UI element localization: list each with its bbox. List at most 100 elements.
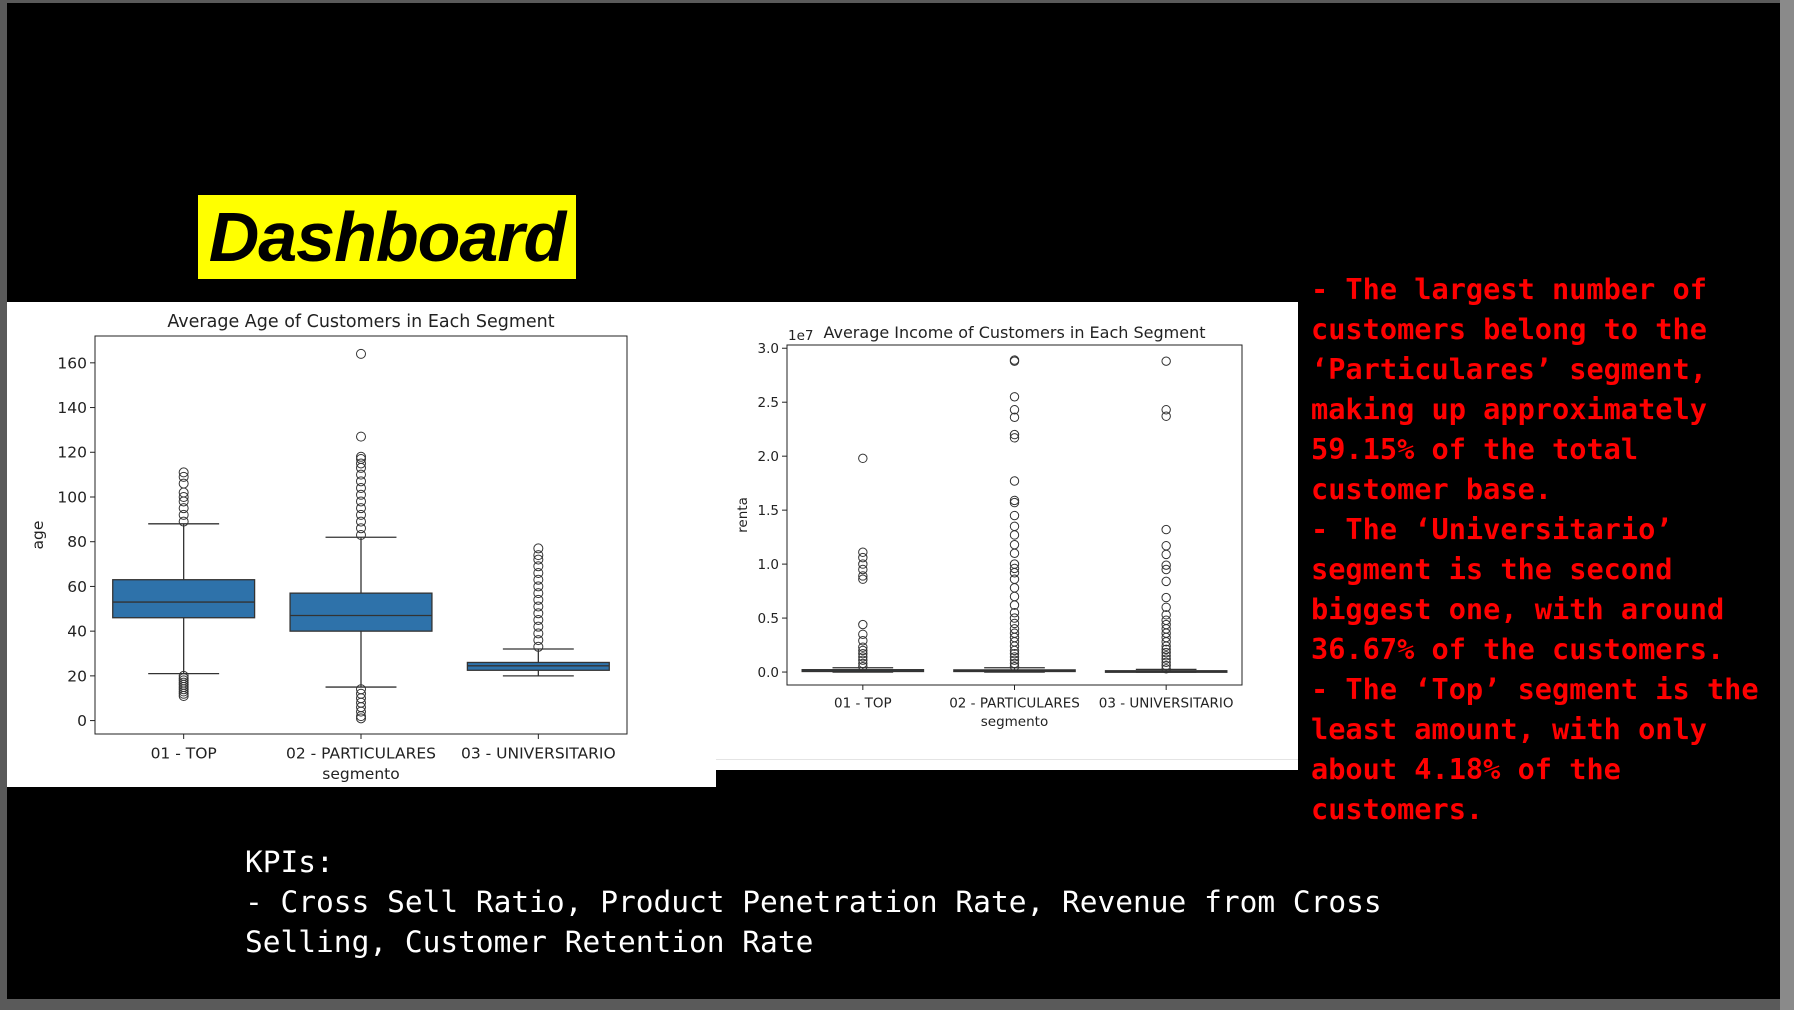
box xyxy=(289,592,433,632)
outlier-point xyxy=(533,614,544,625)
outlier-point xyxy=(1009,661,1020,672)
age-boxplot: Average Age of Customers in Each Segment… xyxy=(29,312,628,783)
outlier-point xyxy=(858,658,868,669)
outlier-point xyxy=(178,478,189,489)
x-tick-label: 01 - TOP xyxy=(834,696,892,712)
outlier-point xyxy=(533,601,544,612)
outlier-point xyxy=(356,684,366,695)
outlier-point xyxy=(1009,521,1020,532)
y-tick-label: 3.0 xyxy=(758,341,779,357)
y-axis-label: renta xyxy=(735,497,751,533)
age-chart-panel: Average Age of Customers in Each Segment… xyxy=(7,302,716,787)
income-boxplot: Average Income of Customers in Each Segm… xyxy=(735,323,1243,730)
outlier-point xyxy=(356,483,366,494)
y-tick-label: 2.5 xyxy=(758,395,779,411)
kpi-line: Selling, Customer Retention Rate xyxy=(245,925,814,959)
outlier-point xyxy=(1009,405,1020,415)
outlier-point xyxy=(1009,655,1020,665)
insight-line: 59.15% of the total xyxy=(1311,432,1639,466)
window-edge xyxy=(1780,0,1794,1010)
outlier-point xyxy=(858,636,868,646)
outlier-point xyxy=(1009,412,1020,423)
dashboard-title-box: Dashboard xyxy=(198,195,576,279)
outlier-point xyxy=(1161,657,1171,668)
y-tick-label: 20 xyxy=(67,667,87,685)
outlier-point xyxy=(1161,610,1171,620)
outlier-point xyxy=(178,503,189,514)
outlier-point xyxy=(178,491,189,502)
y-tick-label: 2.0 xyxy=(758,449,779,465)
outlier-point xyxy=(858,547,868,557)
outlier-point xyxy=(356,476,366,487)
outlier-point xyxy=(1009,548,1020,559)
outlier-point xyxy=(178,509,189,520)
outlier-point xyxy=(356,509,366,520)
outlier-point xyxy=(1161,541,1171,551)
insight-line: making up approximately xyxy=(1311,392,1707,426)
outlier-point xyxy=(356,496,366,507)
outlier-point xyxy=(533,635,544,646)
outlier-point xyxy=(356,489,366,500)
y-tick-label: 100 xyxy=(57,488,87,506)
outlier-point xyxy=(1009,613,1020,623)
outlier-point xyxy=(1161,549,1171,560)
outlier-point xyxy=(356,530,366,540)
outlier-point xyxy=(178,516,189,527)
outlier-point xyxy=(858,655,868,665)
insight-line: ‘Particulares’ segment, xyxy=(1311,352,1707,386)
outlier-point xyxy=(356,451,366,462)
x-axis-label: segmento xyxy=(322,765,399,783)
y-tick-label: 160 xyxy=(57,354,87,372)
outlier-point xyxy=(356,431,366,442)
outlier-point xyxy=(533,588,544,599)
outlier-point xyxy=(533,581,544,592)
insight-line: customers belong to the xyxy=(1311,312,1707,346)
insight-line: least amount, with only xyxy=(1311,712,1707,746)
insight-line: - The largest number of xyxy=(1311,272,1707,306)
outlier-point xyxy=(533,628,544,639)
outlier-point xyxy=(356,458,366,469)
outlier-point xyxy=(533,594,544,605)
insight-line: - The ‘Top’ segment is the xyxy=(1311,672,1759,706)
outlier-point xyxy=(858,574,868,584)
outlier-point xyxy=(1161,602,1171,612)
outlier-point xyxy=(1009,591,1020,602)
outlier-point xyxy=(533,608,544,619)
y-tick-label: 120 xyxy=(57,444,87,462)
outlier-point xyxy=(1009,652,1020,662)
outlier-point xyxy=(356,516,366,527)
outlier-point xyxy=(356,523,366,534)
kpi-line: KPIs: xyxy=(245,845,334,879)
outlier-point xyxy=(1009,355,1020,365)
outlier-point xyxy=(533,574,544,585)
insight-line: segment is the second xyxy=(1311,552,1673,586)
outlier-point xyxy=(1161,660,1171,671)
outlier-point xyxy=(1161,654,1171,664)
outlier-point xyxy=(1161,615,1171,625)
outlier-point xyxy=(1009,607,1020,618)
outlier-point xyxy=(858,619,868,630)
y-tick-label: 40 xyxy=(67,623,87,641)
y-tick-label: 1.5 xyxy=(758,503,779,519)
outlier-point xyxy=(1009,476,1020,486)
outlier-point xyxy=(1009,497,1020,508)
outlier-point xyxy=(1009,433,1020,443)
insight-line: - The ‘Universitario’ xyxy=(1311,512,1673,546)
outlier-point xyxy=(1161,651,1171,661)
insights-text: - The largest number of customers belong … xyxy=(1311,269,1780,829)
outlier-point xyxy=(1161,411,1171,421)
y-tick-label: 0.5 xyxy=(758,611,779,627)
outlier-point xyxy=(1009,574,1020,584)
outlier-point xyxy=(1161,560,1171,570)
outlier-point xyxy=(356,688,366,699)
outlier-point xyxy=(533,568,544,579)
outlier-point xyxy=(533,543,544,554)
outlier-point xyxy=(1009,559,1020,569)
outlier-point xyxy=(1161,576,1171,587)
outlier-point xyxy=(858,559,868,569)
dashboard-title: Dashboard xyxy=(208,198,567,276)
outlier-point xyxy=(1009,539,1020,550)
outlier-point xyxy=(1161,664,1171,674)
outlier-point xyxy=(1161,619,1171,630)
outlier-point xyxy=(1009,563,1020,574)
